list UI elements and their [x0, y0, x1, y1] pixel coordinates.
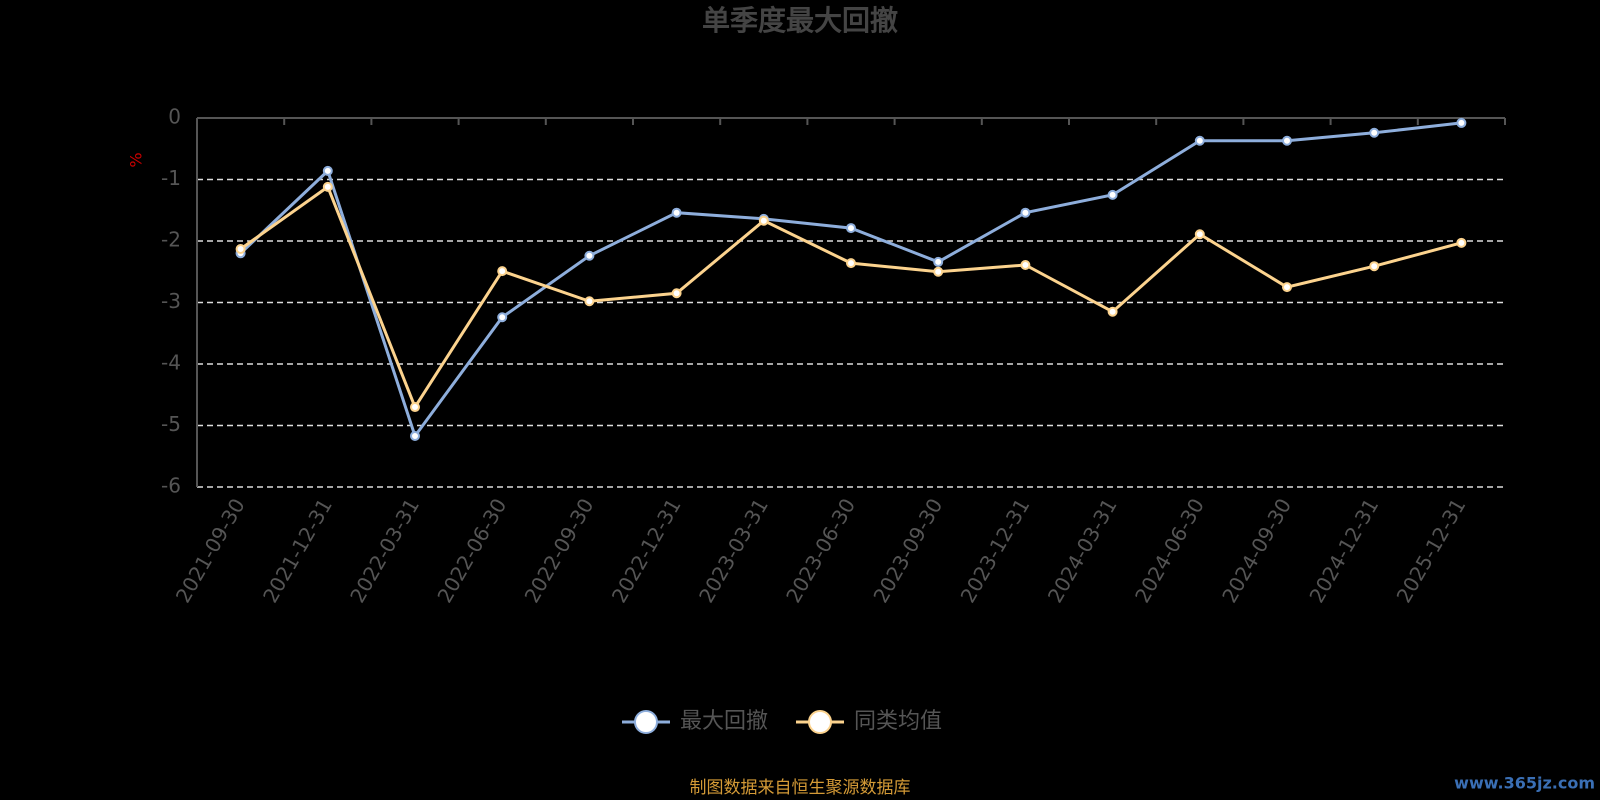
data-point	[1456, 237, 1467, 248]
x-tick-label: 2022-09-30	[520, 494, 599, 607]
data-point	[584, 250, 595, 261]
data-point	[933, 266, 944, 277]
data-point	[497, 312, 508, 323]
legend-marker	[808, 710, 832, 734]
data-point	[410, 402, 420, 413]
y-tick-label: -5	[161, 412, 181, 436]
x-tick-label: 2024-06-30	[1130, 494, 1209, 607]
y-tick-label: -3	[161, 289, 181, 313]
data-point	[846, 258, 856, 269]
data-point	[1020, 207, 1031, 218]
x-tick-label: 2023-12-31	[956, 494, 1035, 607]
x-tick-label: 2021-09-30	[171, 494, 250, 607]
x-tick-label: 2022-12-31	[607, 494, 686, 607]
source-note: 制图数据来自恒生聚源数据库	[690, 778, 911, 798]
y-tick-label: -4	[161, 351, 181, 375]
x-tick-label: 2024-03-31	[1043, 494, 1122, 607]
data-point	[846, 223, 856, 234]
x-tick-label: 2023-09-30	[868, 494, 947, 607]
x-tick-label: 2024-09-30	[1217, 494, 1296, 607]
data-point	[1020, 259, 1031, 270]
data-point	[1107, 189, 1118, 200]
watermark: www.365jz.com	[1454, 774, 1595, 793]
y-tick-label: -1	[161, 166, 181, 190]
data-point	[1369, 127, 1380, 138]
data-point	[497, 266, 508, 277]
data-point	[1282, 282, 1292, 293]
data-point	[1194, 135, 1205, 146]
y-tick-label: -6	[161, 474, 181, 498]
x-tick-label: 2023-03-31	[694, 494, 773, 607]
y-axis-label: %	[127, 152, 146, 167]
legend-label: 同类均值	[854, 709, 942, 734]
data-point	[322, 181, 333, 192]
x-tick-label: 2021-12-31	[258, 494, 337, 607]
data-point	[410, 430, 420, 441]
data-point	[933, 256, 944, 267]
data-point	[322, 165, 333, 176]
x-tick-label: 2022-06-30	[432, 494, 511, 607]
data-point	[671, 288, 682, 299]
y-tick-label: -2	[161, 228, 181, 252]
data-point	[1456, 117, 1467, 128]
x-tick-label: 2023-06-30	[781, 494, 860, 607]
data-point	[1369, 261, 1380, 272]
x-tick-label: 2025-12-31	[1392, 494, 1471, 607]
data-point	[1107, 306, 1118, 317]
data-point	[1282, 135, 1292, 146]
data-point	[235, 243, 246, 254]
x-tick-label: 2024-12-31	[1304, 494, 1383, 607]
legend-label: 最大回撤	[680, 709, 768, 734]
series-line	[239, 121, 1462, 440]
series-line	[239, 184, 1462, 411]
data-point	[1194, 229, 1205, 240]
chart-title: 单季度最大回撤	[702, 4, 898, 37]
y-tick-label: 0	[168, 105, 181, 129]
data-point	[671, 207, 682, 218]
data-point	[584, 296, 595, 307]
legend-marker	[634, 710, 658, 734]
x-tick-label: 2022-03-31	[345, 494, 424, 607]
data-point	[758, 215, 769, 226]
